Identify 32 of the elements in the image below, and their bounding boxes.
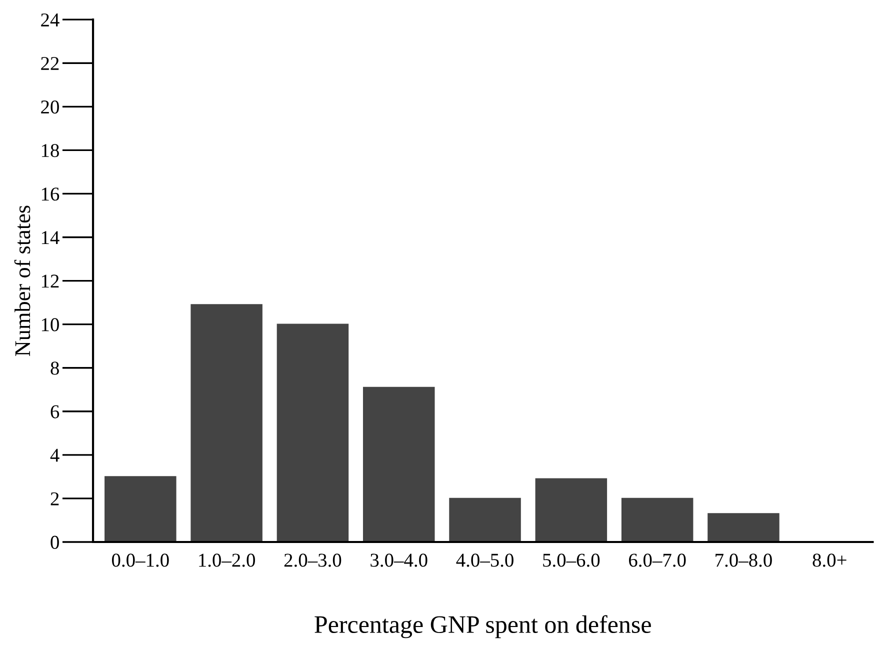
bar	[449, 498, 521, 542]
x-tick-label: 5.0–6.0	[543, 554, 600, 567]
bar	[190, 304, 262, 542]
bar	[621, 498, 694, 542]
bar	[708, 513, 780, 542]
bar	[104, 476, 176, 542]
x-tick-label: 2.0–3.0	[284, 554, 342, 567]
x-tick-label: 6.0–7.0	[629, 554, 686, 567]
y-tick-label: 14	[42, 231, 60, 244]
y-tick-label: 2	[50, 492, 59, 506]
x-tick-label: 1.0–2.0	[199, 554, 255, 567]
y-tick-label: 10	[42, 318, 59, 332]
x-tick-label: 4.0–5.0	[456, 554, 514, 567]
x-tick-label: 0.0–1.0	[112, 554, 169, 567]
bar	[535, 478, 608, 542]
y-tick-label: 16	[42, 188, 60, 201]
x-tick-label: 3.0–4.0	[370, 554, 428, 567]
x-tick-label: 8.0+	[812, 554, 846, 567]
y-tick-label: 12	[42, 274, 59, 288]
y-tick-label: 0	[50, 536, 59, 549]
bar	[276, 324, 349, 542]
x-tick-label: 7.0–8.0	[716, 554, 772, 567]
y-tick-label: 8	[50, 362, 59, 375]
y-tick-label: 4	[50, 448, 60, 462]
y-tick-label: 20	[41, 100, 59, 114]
bar	[362, 386, 435, 542]
y-axis-title: Number of states	[14, 206, 30, 356]
y-tick-label: 18	[42, 144, 59, 158]
y-tick-label: 24	[41, 13, 60, 26]
y-tick-label: 22	[41, 56, 59, 70]
x-axis-title: Percentage GNP spent on defense	[314, 615, 651, 638]
y-tick-label: 6	[50, 405, 60, 418]
